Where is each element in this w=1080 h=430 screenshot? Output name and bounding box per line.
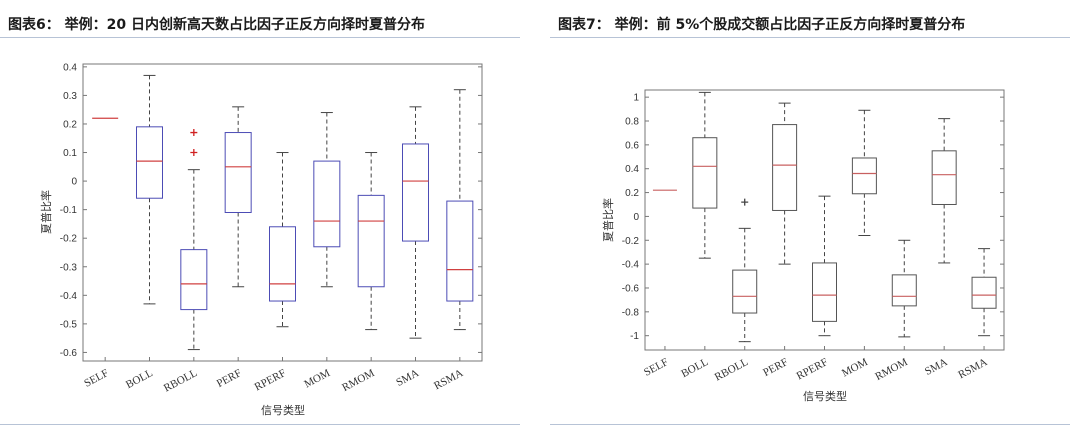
box	[357, 194, 385, 288]
y-tick-label: 0.4	[63, 62, 77, 73]
box	[851, 157, 877, 195]
y-tick-label: 0.2	[63, 119, 77, 130]
figure-6-bottom-rule	[0, 424, 520, 425]
y-tick-label: -0.1	[60, 205, 78, 216]
y-axis-label: 夏普比率	[601, 198, 615, 242]
y-tick-label: 0.2	[625, 188, 639, 199]
figure-6-top-rule	[0, 37, 520, 38]
y-tick-label: -0.6	[60, 348, 78, 359]
y-tick-label: 0.4	[625, 164, 639, 175]
box	[136, 126, 163, 199]
x-category-label: MOM	[840, 356, 870, 380]
y-tick-label: -1	[630, 331, 639, 342]
x-category-label: PERF	[215, 367, 244, 390]
y-tick-label: -0.5	[60, 319, 78, 330]
y-tick-label: 1	[633, 93, 639, 104]
x-category-label: SELF	[642, 356, 670, 379]
box	[732, 269, 758, 314]
figure-7-title: 图表7： 举例：前 5%个股成交额占比因子正反方向择时夏普分布	[558, 17, 966, 33]
box	[971, 276, 997, 309]
x-category-label: RPERF	[795, 356, 830, 382]
box	[224, 132, 252, 214]
box	[772, 124, 798, 211]
box	[812, 262, 837, 322]
x-category-label: RBOLL	[713, 356, 751, 384]
x-category-label: MOM	[302, 367, 332, 391]
x-category-label: RMOM	[340, 367, 377, 394]
y-axis-label: 夏普比率	[39, 190, 53, 234]
figure-6-boxplot: 夏普比率 信号类型 0.4 0.3 0.2 0.1 0 -0.1 -0.2 -0.3 -0.4 -…	[39, 62, 483, 417]
box	[446, 200, 474, 302]
x-category-label: RPERF	[253, 367, 288, 393]
y-tick-label: 0.3	[63, 91, 77, 102]
x-category-label: RBOLL	[162, 367, 200, 395]
y-tick-label: -0.8	[622, 307, 640, 318]
x-category-label: SMA	[923, 356, 950, 378]
x-category-label: BOLL	[679, 356, 710, 380]
x-axis-label: 信号类型	[261, 403, 305, 417]
x-category-label: PERF	[761, 356, 790, 379]
y-tick-label: 0	[71, 177, 77, 188]
box	[692, 137, 718, 209]
y-tick-label: -0.4	[60, 291, 78, 302]
y-tick-label: -0.3	[60, 262, 78, 273]
figure-7-top-rule	[550, 37, 1070, 38]
x-category-label: RSMA	[956, 356, 989, 381]
outlier-marker	[190, 129, 198, 137]
x-category-label: SELF	[82, 367, 110, 390]
figure-7-panel: 图表7： 举例：前 5%个股成交额占比因子正反方向择时夏普分布 夏普比率 信号类…	[550, 0, 1080, 430]
x-category-label: RSMA	[432, 367, 465, 392]
y-tick-label: 0.8	[625, 117, 639, 128]
y-tick-label: -0.2	[622, 236, 640, 247]
y-tick-label: 0.1	[63, 148, 77, 159]
y-tick-label: 0.6	[625, 140, 639, 151]
outlier-marker	[190, 149, 198, 157]
y-tick-label: 0	[633, 212, 639, 223]
y-tick-label: -0.4	[622, 260, 640, 271]
x-category-label: RMOM	[873, 356, 910, 383]
y-tick-label: -0.6	[622, 283, 640, 294]
box	[313, 160, 341, 248]
x-category-label: SMA	[394, 367, 421, 389]
x-axis-label: 信号类型	[803, 389, 847, 403]
figure-6-panel: 图表6： 举例：20 日内创新高天数占比因子正反方向择时夏普分布 夏普比率 信号…	[0, 0, 530, 430]
figure-6-title: 图表6： 举例：20 日内创新高天数占比因子正反方向择时夏普分布	[8, 17, 425, 33]
box	[402, 143, 429, 242]
box	[180, 249, 208, 311]
box	[891, 274, 917, 307]
outlier-marker	[741, 198, 749, 206]
box	[269, 226, 296, 302]
figure-7-bottom-rule	[550, 424, 1070, 425]
box	[931, 150, 957, 205]
y-tick-label: -0.2	[60, 234, 78, 245]
x-category-label: BOLL	[124, 367, 155, 391]
figure-7-boxplot: 夏普比率 信号类型 1 0.8 0.6 0.4 0.2 0 -0.2 -0.4 -0.6 -0.8…	[601, 89, 1005, 403]
